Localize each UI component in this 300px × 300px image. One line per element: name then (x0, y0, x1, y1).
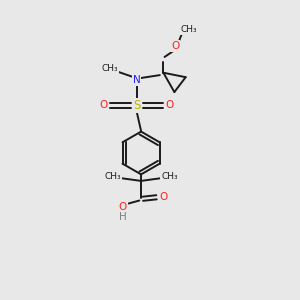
Text: CH₃: CH₃ (180, 25, 197, 34)
Text: N: N (133, 75, 140, 85)
Text: O: O (159, 192, 167, 202)
Text: O: O (100, 100, 108, 110)
Text: O: O (171, 41, 179, 51)
Text: O: O (165, 100, 173, 110)
Text: S: S (133, 99, 140, 112)
Text: O: O (118, 202, 127, 212)
Text: CH₃: CH₃ (161, 172, 178, 181)
Text: H: H (119, 212, 127, 223)
Text: CH₃: CH₃ (102, 64, 118, 73)
Text: CH₃: CH₃ (104, 172, 121, 181)
